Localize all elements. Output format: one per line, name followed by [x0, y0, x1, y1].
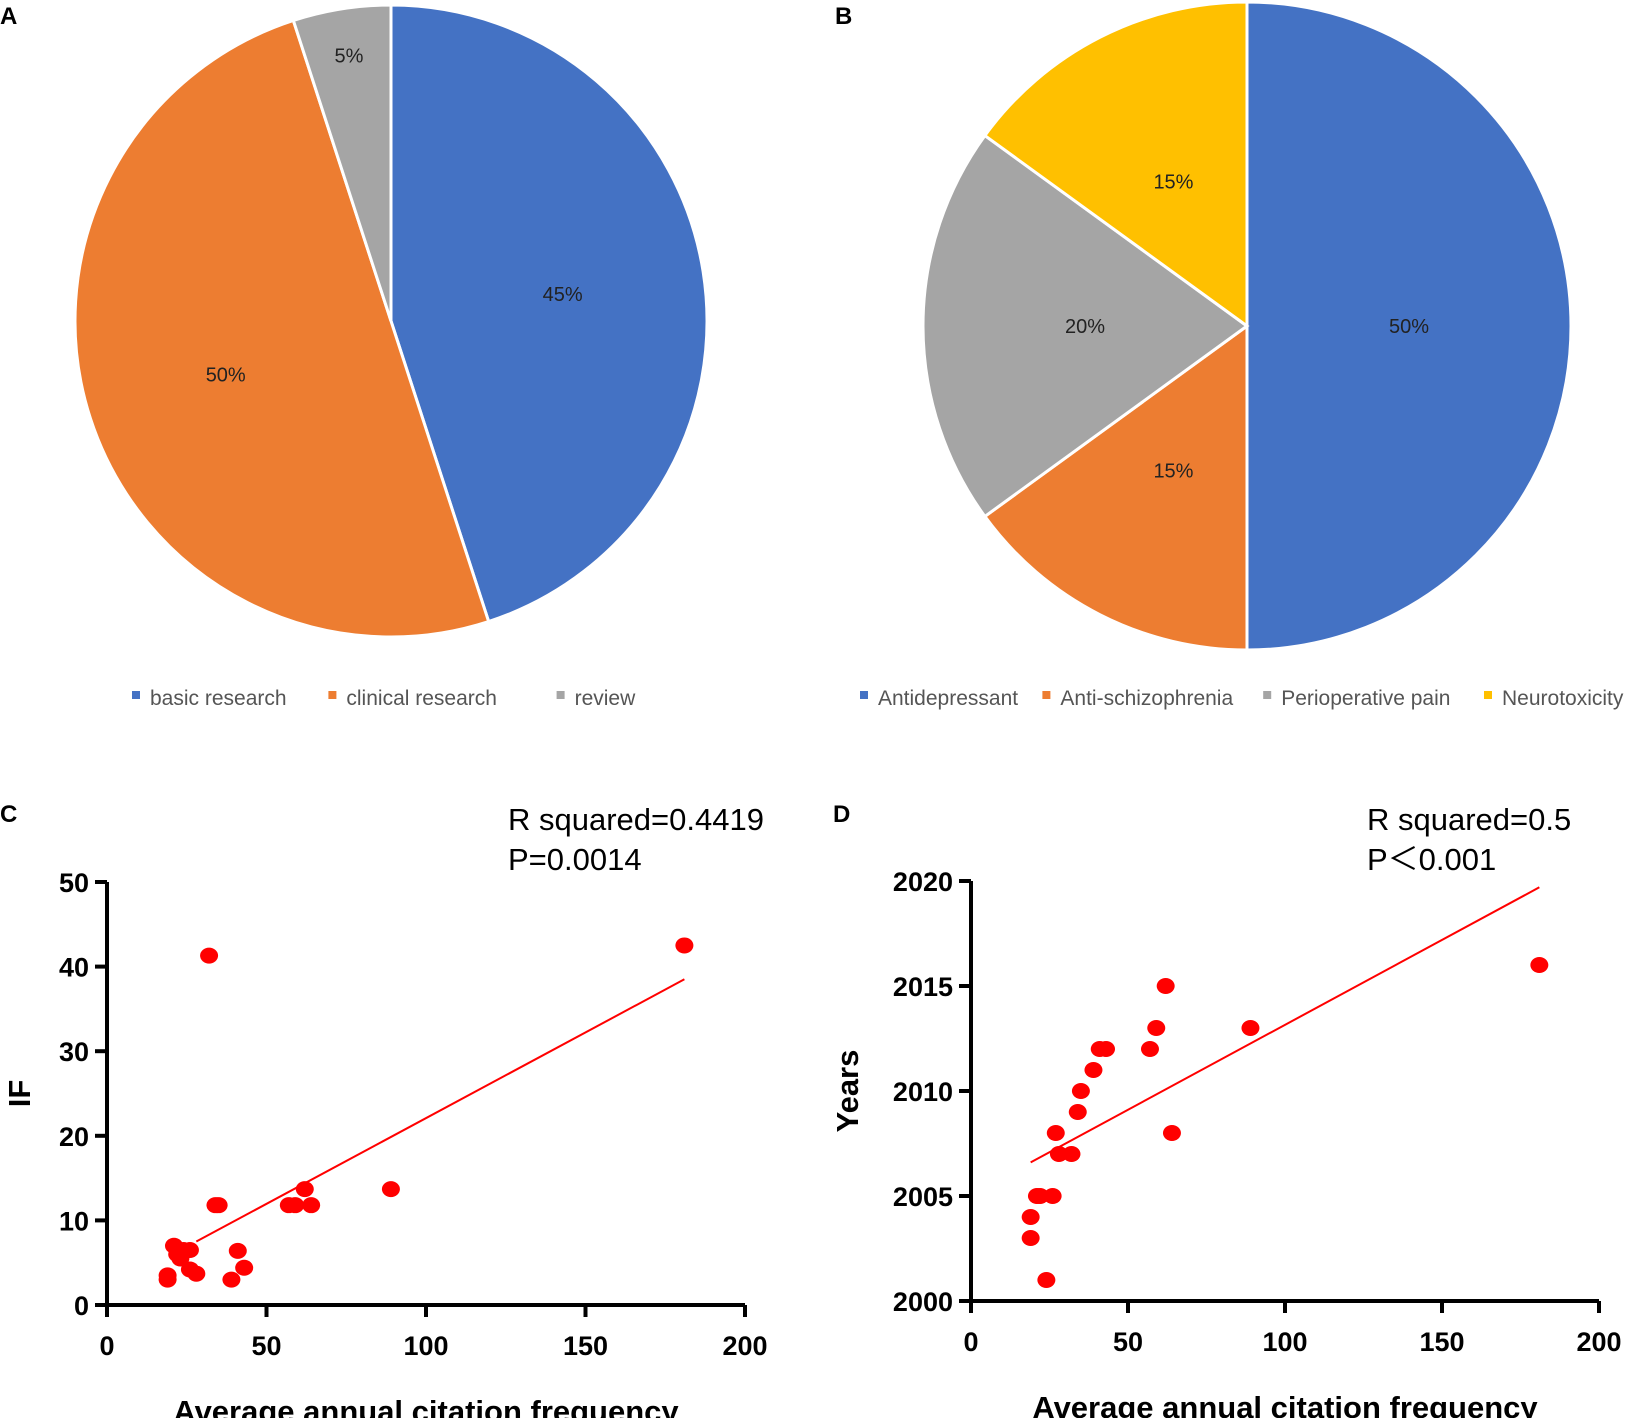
x-tick-label: 200: [1576, 1327, 1621, 1357]
panel-label-d: D: [833, 801, 850, 828]
slice-label: 5%: [335, 46, 364, 68]
y-axis-label: Years: [830, 1050, 865, 1133]
slice-label: 45%: [543, 284, 583, 306]
legend-label: review: [575, 687, 637, 710]
data-point: [1162, 1125, 1181, 1141]
data-point: [235, 1259, 254, 1276]
y-tick-label: 50: [59, 868, 89, 898]
data-point: [1097, 1041, 1116, 1057]
data-point: [1021, 1230, 1040, 1246]
data-point: [1068, 1104, 1087, 1120]
y-tick-label: 2005: [893, 1182, 953, 1212]
stats-annotation: P=0.0014: [508, 842, 642, 877]
data-point: [381, 1181, 400, 1198]
legend-label: Antidepressant: [878, 687, 1018, 710]
legend-swatch: [860, 691, 868, 699]
slice-label: 50%: [1389, 316, 1429, 338]
data-point: [295, 1181, 314, 1198]
regression-line: [195, 978, 685, 1243]
x-tick-label: 150: [1419, 1327, 1464, 1357]
pie-slice: [921, 133, 1250, 519]
panel-label-c: C: [0, 801, 17, 828]
y-tick-label: 10: [59, 1206, 89, 1236]
legend-swatch: [132, 691, 140, 699]
legend-swatch: [556, 691, 565, 699]
x-axis-label: Average annual citation frequency: [173, 1394, 679, 1418]
legend-swatch: [1484, 691, 1492, 699]
x-tick-label: 200: [722, 1331, 767, 1361]
data-point: [1043, 1188, 1062, 1204]
legend-label: Perioperative pain: [1281, 687, 1450, 710]
pie-slice: [73, 18, 491, 639]
data-point: [200, 947, 219, 964]
data-point: [1031, 1188, 1050, 1204]
regression-line: [1030, 886, 1540, 1164]
data-point: [1021, 1209, 1040, 1225]
x-tick-label: 50: [1113, 1327, 1143, 1357]
slice-label: 15%: [1153, 460, 1193, 482]
x-tick-label: 0: [99, 1331, 114, 1361]
data-point: [1046, 1125, 1065, 1141]
y-axis-label: IF: [2, 1080, 37, 1108]
pie-chart-a: 45% 50% 5% basic research clinical research r…: [73, 3, 709, 710]
data-point: [1147, 1020, 1166, 1036]
data-point: [1049, 1146, 1068, 1162]
scatter-chart-c: 0 50 100 150 200 0 10 20 30 40 50 Average annual ci…: [2, 802, 768, 1418]
slice-label: 50%: [206, 365, 246, 387]
data-point: [675, 937, 694, 954]
data-point: [187, 1265, 206, 1282]
stats-annotation: R squared=0.5: [1367, 802, 1571, 837]
pie-slice: [291, 3, 393, 322]
data-point: [286, 1197, 305, 1214]
data-point: [1140, 1041, 1159, 1057]
legend-swatch: [1042, 691, 1051, 699]
data-point: [228, 1242, 247, 1259]
data-point: [1241, 1020, 1260, 1036]
data-point: [1037, 1272, 1056, 1288]
slice-label: 20%: [1065, 316, 1105, 338]
data-point: [302, 1197, 321, 1214]
y-tick-label: 2010: [893, 1077, 953, 1107]
stats-annotation: P＜0.001: [1367, 842, 1496, 877]
data-point: [1530, 957, 1549, 973]
legend-label: clinical research: [346, 687, 497, 710]
data-point: [1071, 1083, 1090, 1099]
x-tick-label: 50: [251, 1331, 281, 1361]
y-tick-label: 40: [59, 953, 89, 983]
pie-slice: [982, 323, 1249, 652]
x-tick-label: 0: [963, 1327, 978, 1357]
data-point: [1062, 1146, 1081, 1162]
data-point: [222, 1271, 241, 1288]
data-point: [1084, 1062, 1103, 1078]
slice-label: 15%: [1153, 172, 1193, 194]
stats-annotation: R squared=0.4419: [508, 802, 764, 837]
data-point: [1156, 978, 1175, 994]
legend-label: basic research: [150, 687, 287, 710]
data-point: [158, 1271, 177, 1288]
pie-slice: [389, 3, 709, 624]
scatter-chart-d: 0 50 100 150 200 2000 2005 2010 2015 2020 Average …: [830, 802, 1622, 1418]
pie-chart-b: 50% 15% 20% 15% Antidepressant Anti-schizophr…: [860, 0, 1624, 710]
x-tick-label: 100: [1262, 1327, 1307, 1357]
legend-label: Neurotoxicity: [1502, 687, 1624, 710]
x-tick-label: 100: [403, 1331, 448, 1361]
panel-label-b: B: [835, 3, 852, 30]
y-tick-label: 2015: [893, 972, 953, 1002]
y-tick-label: 30: [59, 1037, 89, 1067]
data-point: [209, 1197, 228, 1214]
y-tick-label: 2000: [893, 1287, 953, 1317]
legend-label: Anti-schizophrenia: [1060, 687, 1233, 710]
x-axis-label: Average annual citation frequency: [1032, 1390, 1538, 1418]
x-tick-label: 150: [563, 1331, 608, 1361]
panel-label-a: A: [0, 3, 17, 30]
pie-slice: [982, 0, 1249, 329]
y-tick-label: 2020: [893, 867, 953, 897]
y-tick-label: 0: [74, 1291, 89, 1321]
legend-swatch: [328, 691, 337, 699]
y-tick-label: 20: [59, 1122, 89, 1152]
legend-swatch: [1263, 691, 1272, 699]
pie-slice: [1245, 0, 1573, 652]
data-point: [180, 1242, 199, 1259]
